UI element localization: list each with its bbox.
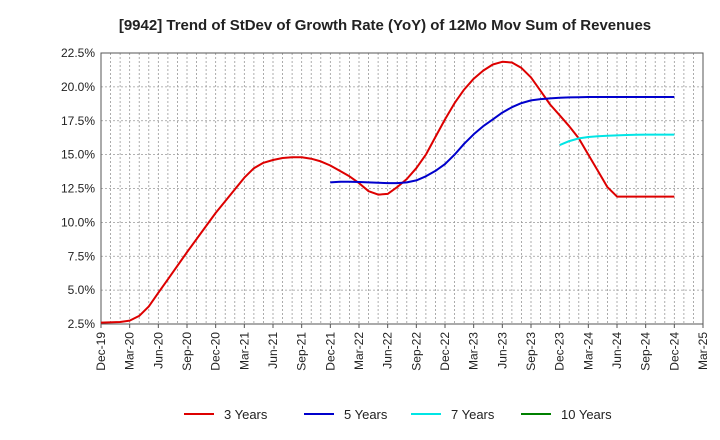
y-tick-label: 12.5%	[61, 182, 95, 196]
legend: 3 Years 5 Years 7 Years 10 Years	[184, 407, 612, 422]
y-tick-label: 10.0%	[61, 215, 95, 229]
x-tick-label: Mar-24	[581, 332, 595, 370]
x-tick-label: Mar-20	[123, 332, 137, 370]
x-tick-label: Dec-21	[323, 332, 337, 371]
series-lines	[100, 60, 675, 324]
x-tick-label: Jun-23	[495, 332, 509, 369]
chart-title: [9942] Trend of StDev of Growth Rate (Yo…	[119, 17, 651, 34]
grid	[101, 53, 703, 324]
x-tick-label: Dec-20	[209, 332, 223, 371]
x-tick-label: Sep-21	[295, 332, 309, 371]
y-tick-label: 15.0%	[61, 148, 95, 162]
series-line-7-years	[559, 133, 675, 147]
y-tick-label: 5.0%	[68, 283, 96, 297]
y-tick-label: 2.5%	[68, 317, 96, 331]
x-tick-label: Mar-25	[696, 332, 710, 370]
x-tick-label: Jun-20	[151, 332, 165, 369]
x-tick-label: Dec-19	[94, 332, 108, 371]
y-axis: 2.5% 5.0% 7.5% 10.0% 12.5% 15.0% 17.5% 20.0% 22.…	[61, 46, 95, 331]
x-tick-label: Sep-23	[524, 332, 538, 371]
legend-label: 7 Years	[451, 407, 495, 422]
x-tick-label: Dec-23	[553, 332, 567, 371]
series-line-5-years	[330, 96, 675, 185]
y-tick-label: 7.5%	[68, 249, 96, 263]
x-tick-label: Jun-21	[266, 332, 280, 369]
x-tick-label: Mar-23	[467, 332, 481, 370]
x-tick-label: Jun-24	[610, 332, 624, 369]
x-tick-label: Dec-22	[438, 332, 452, 371]
y-tick-label: 22.5%	[61, 46, 95, 60]
x-tick-label: Dec-24	[667, 332, 681, 371]
x-tick-label: Sep-24	[639, 332, 653, 371]
legend-label: 10 Years	[561, 407, 612, 422]
x-tick-label: Sep-22	[409, 332, 423, 371]
x-axis: Dec-19 Mar-20 Jun-20 Sep-20 Dec-20 Mar-21 Jun-…	[94, 324, 710, 371]
x-tick-label: Mar-21	[237, 332, 251, 370]
plot-area	[100, 52, 704, 325]
x-tick-label: Jun-22	[381, 332, 395, 369]
legend-label: 5 Years	[344, 407, 388, 422]
x-tick-label: Sep-20	[180, 332, 194, 371]
series-line-3-years	[100, 60, 675, 324]
y-tick-label: 20.0%	[61, 80, 95, 94]
y-tick-label: 17.5%	[61, 114, 95, 128]
x-tick-label: Mar-22	[352, 332, 366, 370]
legend-label: 3 Years	[224, 407, 268, 422]
